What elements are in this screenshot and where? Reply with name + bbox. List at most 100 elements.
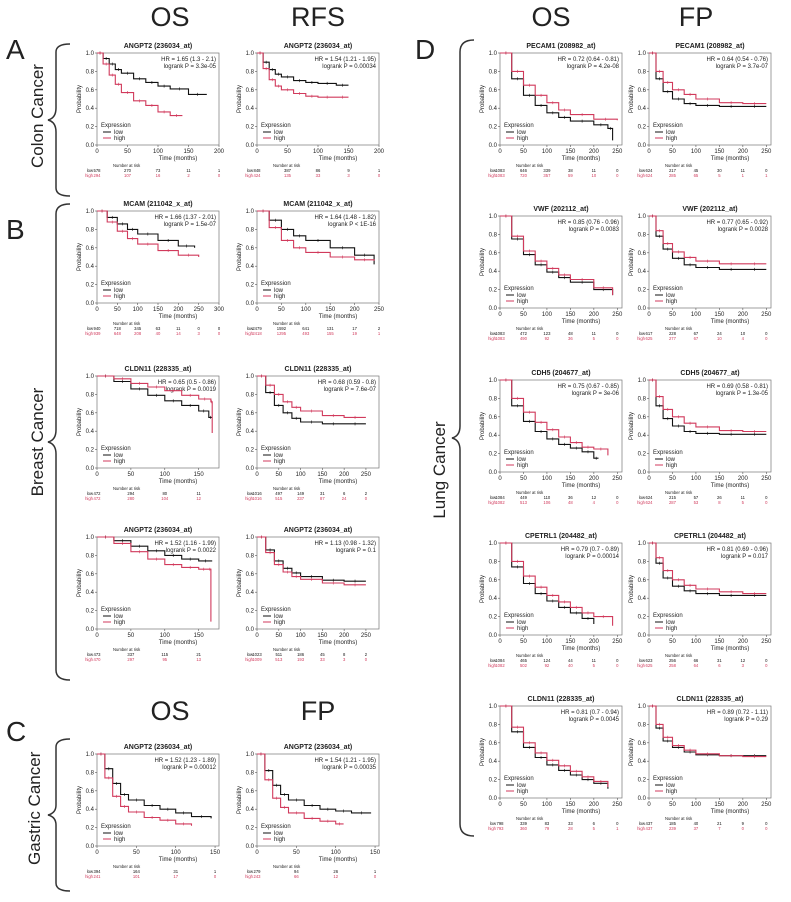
legend-title: Expression [261,607,291,613]
x-axis-label: Time (months) [562,483,600,489]
hazard-ratio: HR = 1.54 (1.21 - 1.95) [314,758,376,764]
risk-value-low: 44 [568,658,573,663]
risk-value-high: 12 [196,496,201,501]
risk-value-high: 1082 [495,500,505,505]
y-tick-label: 1.0 [246,535,255,541]
logrank-p: logrank P = 0.00034 [322,64,376,70]
logrank-p: logrank P = 0.00014 [565,554,619,560]
risk-value-high: 33 [316,173,321,178]
risk-value-low: 26 [717,495,722,500]
y-tick-label: 1.0 [638,214,647,220]
risk-value-high: 17 [173,874,178,879]
risk-value-low: 0 [616,658,619,663]
y-tick-label: 0.4 [86,106,95,112]
risk-row-label-low: low [639,331,646,336]
risk-value-low: 624 [646,168,654,173]
x-tick-label: 0 [95,149,99,155]
risk-value-low: 339 [520,821,528,826]
y-tick-label: 0.0 [489,633,498,639]
km-svg: PECAM1 (208982_at) 0.0 0.2 0.4 0.6 0.8 1.0 0 50 1… [480,43,623,178]
x-tick-label: 150 [565,802,576,808]
chart-title: VWF (202112_at) [533,206,588,213]
panel-letter-b: B [6,214,25,245]
chart-title: VWF (202112_at) [682,206,737,213]
risk-row-label-low: low [87,168,94,173]
legend-title: Expression [504,450,534,456]
y-tick-label: 1.0 [86,535,95,541]
logrank-p: logrank P = 0.0022 [166,548,217,554]
x-tick-label: 50 [669,149,676,155]
y-tick-label: 0.8 [489,559,498,565]
risk-value-low: 2 [365,491,368,496]
risk-value-low: 217 [669,168,677,173]
y-tick-label: 0.6 [246,246,255,252]
legend-label-high: high [274,620,285,626]
risk-value-high: 79 [545,826,550,831]
risk-value-high: 470 [94,657,102,662]
y-axis-label: Probability [237,85,243,113]
y-tick-label: 0.4 [638,269,647,275]
x-tick-label: 150 [565,149,576,155]
risk-value-low: 45 [694,168,699,173]
legend-label-high: high [114,837,125,843]
risk-value-high: 1082 [495,663,505,668]
risk-row-label-high: high [637,663,646,668]
risk-value-high: 65 [694,173,699,178]
risk-row-label-low: low [87,491,94,496]
risk-value-low: 83 [545,821,550,826]
plot-frame [648,215,772,309]
y-tick-label: 0.2 [86,125,95,131]
risk-value-high: 135 [284,173,292,178]
risk-value-low: 33 [568,821,573,826]
y-axis-label: Probability [480,248,486,276]
y-axis-label: Probability [480,85,486,113]
x-tick-label: 50 [275,472,282,478]
legend-label-high: high [666,626,677,632]
risk-value-low: 2479 [252,326,262,331]
x-tick-label: 100 [691,312,702,318]
survival-curve-high [257,52,349,98]
y-axis-label: Probability [237,408,243,436]
x-tick-label: 50 [669,476,676,482]
risk-value-low: 149 [297,491,305,496]
plot-frame [648,379,772,473]
risk-row-label-high: high [245,657,254,662]
x-tick-label: 250 [361,633,372,639]
y-axis-label: Probability [629,248,635,276]
risk-value-low: 12 [592,495,597,500]
km-svg: CDH5 (204677_at)0.00.20.40.60.81.00 50 100… [629,370,772,505]
y-tick-label: 1.0 [246,374,255,380]
y-tick-label: 1.0 [489,51,498,57]
y-tick-label: 0.6 [489,741,498,747]
risk-value-low: 437 [646,821,654,826]
x-tick-label: 200 [589,149,600,155]
logrank-p: logrank P = 0.017 [721,554,769,560]
risk-value-high: 193 [297,657,305,662]
y-tick-label: 0.0 [489,796,498,802]
x-axis-label: Time (months) [319,857,357,863]
risk-value-high: 1016 [252,496,262,501]
x-tick-label: 250 [612,476,623,482]
x-tick-label: 0 [255,307,259,313]
plot-frame [648,52,772,146]
plot-frame [96,753,220,847]
y-tick-label: 0.8 [86,770,95,776]
risk-value-high: 7 [718,826,721,831]
x-tick-label: 150 [153,307,164,313]
risk-value-low: 641 [302,326,310,331]
risk-value-low: 45 [320,652,325,657]
legend-title: Expression [261,123,291,129]
risk-row-label-high: high [85,874,94,879]
x-axis-label: Time (months) [159,156,197,162]
x-tick-label: 100 [542,802,553,808]
risk-value-high: 237 [297,496,305,501]
risk-value-low: 11 [176,326,181,331]
x-tick-label: 100 [153,149,164,155]
km-svg: VWF (202112_at)0.00.20.40.60.81.00 50 100 1… [629,206,772,341]
logrank-p: logrank P = 3.7e-07 [716,64,769,70]
hazard-ratio: HR = 0.89 (0.72 - 1.11) [707,710,768,716]
risk-value-high: 8 [718,500,721,505]
y-tick-label: 0.8 [489,232,498,238]
y-tick-label: 0.2 [246,283,255,289]
y-tick-label: 0.4 [86,807,95,813]
